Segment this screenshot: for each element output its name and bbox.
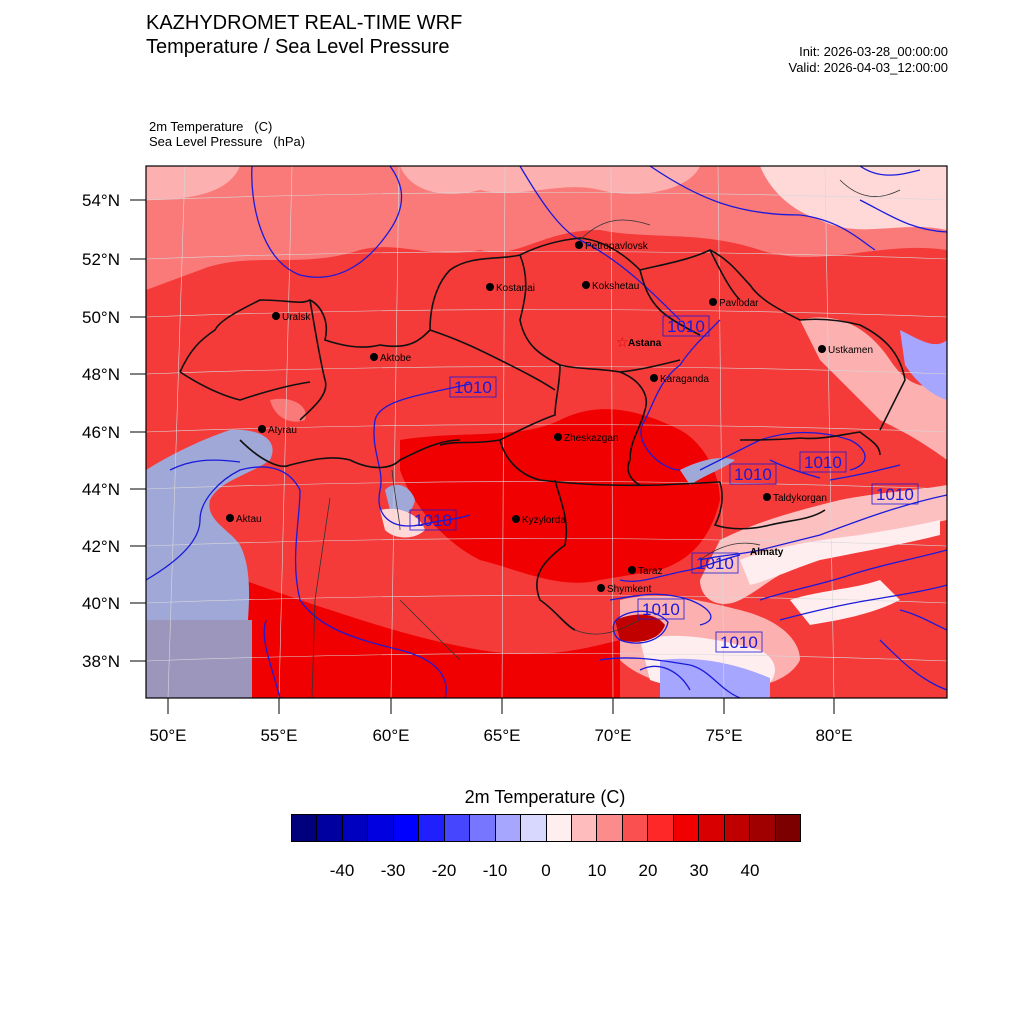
isobar-label: 1010 bbox=[734, 465, 772, 484]
temperature-field-label: 2m Temperature (C) bbox=[149, 119, 273, 134]
lat-label: 40°N bbox=[82, 594, 120, 613]
graticule bbox=[146, 166, 947, 698]
colorbar-swatch bbox=[622, 815, 649, 841]
city-label: Shymkent bbox=[607, 584, 652, 595]
city-label: Pavlodar bbox=[719, 298, 759, 309]
colorbar-swatch bbox=[317, 815, 343, 841]
capital-star-icon: ☆ bbox=[616, 334, 629, 350]
lat-label: 42°N bbox=[82, 537, 120, 556]
city-label: Petropavlovsk bbox=[585, 241, 649, 252]
colorbar-tick-label: 40 bbox=[740, 861, 760, 880]
isobar-label: 1010 bbox=[414, 511, 452, 530]
lat-label: 44°N bbox=[82, 480, 120, 499]
colorbar-swatch bbox=[444, 815, 471, 841]
colorbar-swatch bbox=[546, 815, 572, 841]
lat-label: 38°N bbox=[82, 652, 120, 671]
oblast-borders bbox=[179, 237, 906, 631]
chart-subtitle: Temperature / Sea Level Pressure bbox=[146, 36, 450, 58]
isobar-label: 1010 bbox=[642, 600, 680, 619]
city-label: Kyzylorda bbox=[522, 515, 566, 526]
colorbar-swatch bbox=[597, 815, 623, 841]
colorbar-swatch bbox=[393, 815, 420, 841]
colorbar-tick-label: -10 bbox=[482, 861, 508, 880]
city-label: Aktau bbox=[236, 514, 262, 525]
colorbar-swatch bbox=[342, 815, 369, 841]
isobar-label: 1010 bbox=[804, 453, 842, 472]
colorbar-swatch bbox=[419, 815, 445, 841]
lat-label: 50°N bbox=[82, 308, 120, 327]
temperature-field bbox=[146, 166, 947, 698]
isobar-labels: 1010 1010 1010 1010 1010 1010 1010 1010 … bbox=[409, 315, 919, 653]
pressure-field-label: Sea Level Pressure (hPa) bbox=[149, 134, 306, 149]
chart-title: KAZHYDROMET REAL-TIME WRF bbox=[146, 12, 463, 34]
lon-label: 70°E bbox=[594, 726, 631, 745]
colorbar-swatch bbox=[571, 815, 598, 841]
isobar-label: 1010 bbox=[454, 378, 492, 397]
colorbar bbox=[291, 814, 801, 842]
lat-label: 54°N bbox=[82, 191, 120, 210]
isobar-label: 1010 bbox=[667, 317, 705, 336]
init-time: Init: 2026-03-28_00:00:00 bbox=[799, 44, 948, 59]
lon-label: 55°E bbox=[260, 726, 297, 745]
valid-time: Valid: 2026-04-03_12:00:00 bbox=[788, 60, 949, 75]
country-borders bbox=[311, 179, 901, 698]
colorbar-tick-label: -40 bbox=[329, 861, 355, 880]
isobar-label: 1010 bbox=[696, 554, 734, 573]
colorbar-swatch bbox=[673, 815, 700, 841]
isobar-label: 1010 bbox=[876, 485, 914, 504]
city-label: Aktobe bbox=[380, 353, 412, 364]
city-label: Karaganda bbox=[660, 374, 709, 385]
isobar-label: 1010 bbox=[720, 633, 758, 652]
city-label: Ustkamen bbox=[828, 345, 873, 356]
colorbar-swatch bbox=[775, 815, 801, 841]
axis-ticks bbox=[130, 199, 835, 714]
colorbar-swatch bbox=[470, 815, 496, 841]
city-label: Zheskazgan bbox=[564, 433, 618, 444]
lon-label: 80°E bbox=[815, 726, 852, 745]
lon-label: 65°E bbox=[483, 726, 520, 745]
colorbar-tick-label: 30 bbox=[689, 861, 709, 880]
city-label: Uralsk bbox=[282, 312, 311, 323]
lat-label: 48°N bbox=[82, 365, 120, 384]
city-label: Taraz bbox=[638, 566, 662, 577]
city-label: Taldykorgan bbox=[773, 493, 827, 504]
city-label: Kokshetau bbox=[592, 281, 639, 292]
colorbar-tick-label: 20 bbox=[638, 861, 658, 880]
colorbar-tick-label: -20 bbox=[431, 861, 457, 880]
colorbar-swatch bbox=[648, 815, 674, 841]
lon-label: 60°E bbox=[372, 726, 409, 745]
colorbar-title: 2m Temperature (C) bbox=[464, 787, 626, 807]
colorbar-swatch bbox=[724, 815, 751, 841]
lon-label: 75°E bbox=[705, 726, 742, 745]
colorbar-swatch bbox=[292, 815, 318, 841]
city-label: Kostanai bbox=[496, 283, 535, 294]
colorbar-tick-label: -30 bbox=[380, 861, 406, 880]
city-label: Astana bbox=[628, 338, 662, 349]
colorbar-swatch bbox=[495, 815, 522, 841]
cities: Petropavlovsk Kostanai Kokshetau Pavloda… bbox=[226, 241, 873, 595]
colorbar-swatch bbox=[368, 815, 394, 841]
colorbar-swatch bbox=[699, 815, 725, 841]
longitude-labels: 50°E 55°E 60°E 65°E 70°E 75°E 80°E bbox=[149, 726, 852, 745]
city-label: Almaty bbox=[750, 547, 784, 558]
city-label: Atyrau bbox=[268, 425, 297, 436]
colorbar-tick-label: 10 bbox=[587, 861, 607, 880]
latitude-labels: 54°N 52°N 50°N 48°N 46°N 44°N 42°N 40°N … bbox=[82, 191, 120, 671]
lat-label: 52°N bbox=[82, 250, 120, 269]
lon-label: 50°E bbox=[149, 726, 186, 745]
lat-label: 46°N bbox=[82, 423, 120, 442]
colorbar-tick-label: 0 bbox=[541, 861, 551, 880]
colorbar-swatch bbox=[521, 815, 547, 841]
colorbar-swatch bbox=[750, 815, 776, 841]
